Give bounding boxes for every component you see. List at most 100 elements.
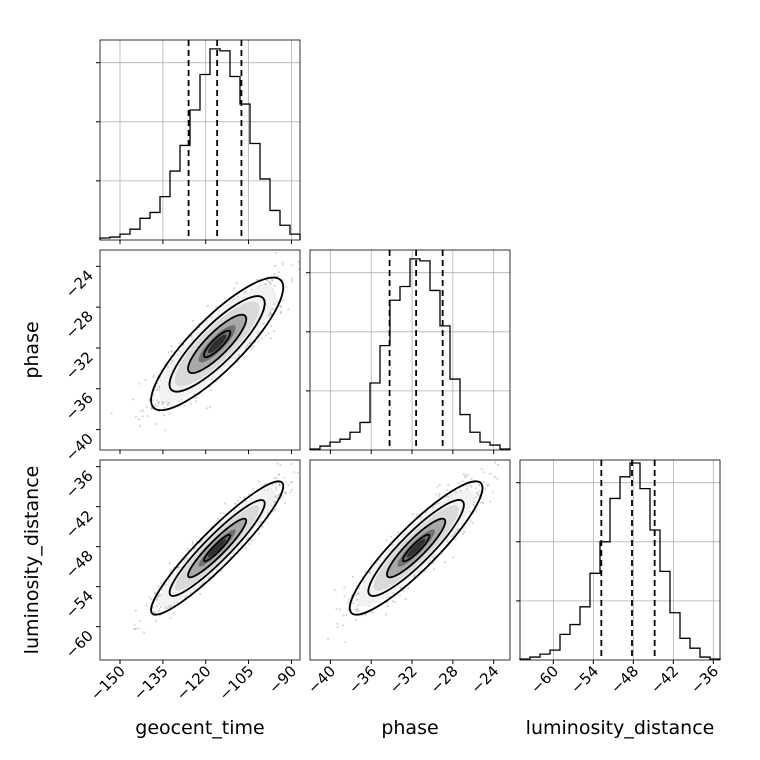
sample-point	[178, 342, 181, 345]
sample-point	[269, 311, 272, 314]
sample-point	[271, 484, 274, 487]
sample-point	[290, 463, 293, 465]
sample-point	[189, 402, 192, 405]
sample-point	[220, 512, 223, 514]
sample-point	[237, 293, 240, 295]
contour-2	[168, 499, 266, 597]
sample-point	[195, 540, 198, 543]
sample-point	[154, 592, 157, 595]
sample-point	[191, 540, 194, 543]
sample-point	[176, 601, 178, 603]
sample-point	[489, 500, 492, 503]
sample-point	[271, 278, 274, 281]
sample-point	[191, 542, 194, 545]
sample-point	[275, 486, 277, 489]
sample-point	[278, 271, 280, 274]
sample-point	[262, 330, 265, 333]
sample-point	[207, 576, 210, 579]
sample-point	[438, 492, 441, 495]
sample-point	[296, 471, 299, 474]
sample-point	[133, 623, 136, 626]
scatter-panel-phase-vs-luminosity_distance	[309, 459, 511, 664]
sample-point	[157, 388, 160, 391]
sample-point	[298, 268, 300, 271]
sample-point	[250, 288, 253, 291]
sample-point	[209, 575, 212, 578]
sample-point	[234, 502, 236, 505]
panel-frame	[309, 249, 511, 451]
sample-point	[404, 598, 407, 600]
sample-point	[264, 283, 267, 285]
sample-point	[266, 279, 269, 282]
sample-point	[152, 610, 155, 613]
sample-point	[168, 401, 170, 404]
sample-point	[144, 379, 147, 381]
sample-point	[237, 295, 240, 298]
sample-point	[270, 504, 273, 507]
sample-point	[280, 496, 283, 499]
sample-point	[458, 481, 461, 484]
sample-point	[160, 593, 163, 596]
sample-point	[137, 418, 140, 421]
sample-point	[262, 322, 265, 325]
sample-point	[170, 350, 173, 353]
sample-point	[246, 344, 249, 347]
sample-point	[163, 584, 166, 587]
sample-point	[157, 404, 159, 407]
sample-point	[138, 424, 141, 427]
sample-point	[290, 488, 293, 491]
scatter-panel-geocent_time-vs-phase	[96, 249, 306, 454]
sample-point	[161, 401, 163, 403]
sample-point	[262, 321, 265, 324]
sample-point	[199, 583, 202, 586]
sample-point	[291, 277, 294, 280]
sample-point	[368, 572, 371, 574]
sample-point	[163, 406, 166, 409]
sample-point	[255, 279, 258, 281]
sample-point	[484, 488, 487, 491]
sample-point	[258, 533, 261, 535]
panel-frame	[99, 459, 301, 661]
sample-point	[135, 609, 137, 612]
sample-point	[170, 345, 173, 348]
sample-point	[235, 503, 237, 506]
sample-point	[271, 279, 273, 282]
sample-point	[155, 605, 158, 608]
sample-point	[199, 593, 202, 596]
sample-point	[134, 627, 137, 630]
sample-point	[206, 407, 209, 410]
contour-3	[187, 517, 248, 579]
sample-point	[165, 606, 168, 609]
sample-point	[141, 415, 144, 418]
sample-point	[273, 330, 275, 332]
sample-point	[110, 412, 113, 415]
sample-point	[274, 495, 277, 497]
sample-point	[210, 316, 213, 319]
sample-point	[304, 281, 306, 283]
sample-point	[270, 308, 273, 311]
sample-point	[425, 511, 428, 514]
sample-point	[352, 575, 354, 578]
sample-point	[157, 609, 160, 612]
sample-point	[281, 279, 284, 282]
sample-point	[186, 547, 189, 550]
sample-point	[267, 512, 269, 514]
sample-point	[432, 557, 435, 560]
sample-point	[218, 310, 221, 313]
sample-point	[193, 547, 196, 550]
sample-point	[157, 585, 160, 588]
sample-point	[249, 339, 252, 342]
sample-point	[215, 381, 218, 383]
sample-point	[394, 601, 397, 603]
sample-point	[156, 595, 159, 598]
sample-point	[145, 604, 148, 607]
sample-point	[189, 592, 192, 595]
sample-point	[183, 404, 186, 407]
sample-point	[185, 594, 188, 597]
sample-point	[159, 614, 161, 617]
sample-point	[166, 364, 169, 367]
sample-point	[166, 370, 168, 372]
sample-point	[273, 302, 276, 305]
sample-point	[278, 484, 281, 487]
sample-point	[138, 382, 141, 385]
